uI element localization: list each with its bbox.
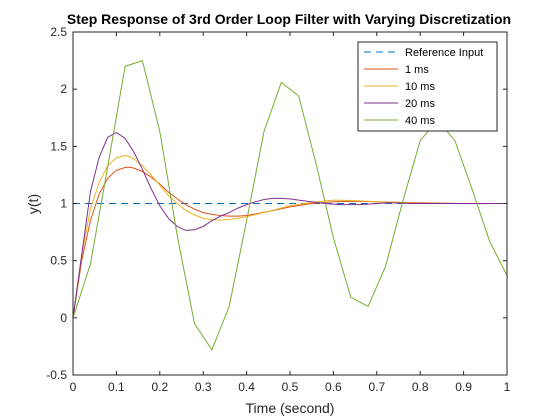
y-tick-label: 1.5: [50, 139, 67, 153]
y-tick-label: 2.5: [50, 25, 67, 39]
x-tick-label: 0.1: [108, 380, 125, 394]
x-tick-label: 0: [70, 380, 77, 394]
legend-label-4: 40 ms: [405, 115, 435, 127]
x-tick-label: 0.9: [455, 380, 472, 394]
y-tick-label: 2: [60, 82, 67, 96]
series-line-3: [72, 132, 507, 318]
y-tick-label: 0.5: [50, 254, 67, 268]
legend: Reference Input 1 ms 10 ms 20 ms 40 ms: [357, 41, 498, 132]
x-tick-label: 0.6: [325, 380, 342, 394]
x-axis-label: Time (second): [246, 400, 335, 416]
series-line-2: [72, 154, 507, 318]
x-tick-label: 0.4: [238, 380, 255, 394]
legend-label-0: Reference Input: [405, 47, 483, 59]
chart-title: Step Response of 3rd Order Loop Filter w…: [67, 11, 511, 27]
legend-label-2: 10 ms: [405, 81, 435, 93]
y-tick-label: 1: [60, 197, 67, 211]
x-tick-label: 0.5: [282, 380, 299, 394]
x-tick-label: 1: [504, 380, 511, 394]
y-tick-label: -0.5: [46, 368, 67, 382]
legend-label-1: 1 ms: [405, 64, 429, 76]
y-axis-label: y(t): [25, 194, 41, 214]
y-tick-label: 0: [60, 311, 67, 325]
x-tick-label: 0.7: [368, 380, 385, 394]
x-tick-label: 0.3: [195, 380, 212, 394]
x-tick-label: 0.8: [412, 380, 429, 394]
series-line-1: [72, 166, 507, 318]
axes-layer: 0 0.1 0.2 0.3 0.4 0.5 0.6 0.7 0.8 0.9 1-0.500.511.…: [46, 25, 510, 394]
x-tick-label: 0.2: [151, 380, 168, 394]
legend-label-3: 20 ms: [405, 98, 435, 110]
